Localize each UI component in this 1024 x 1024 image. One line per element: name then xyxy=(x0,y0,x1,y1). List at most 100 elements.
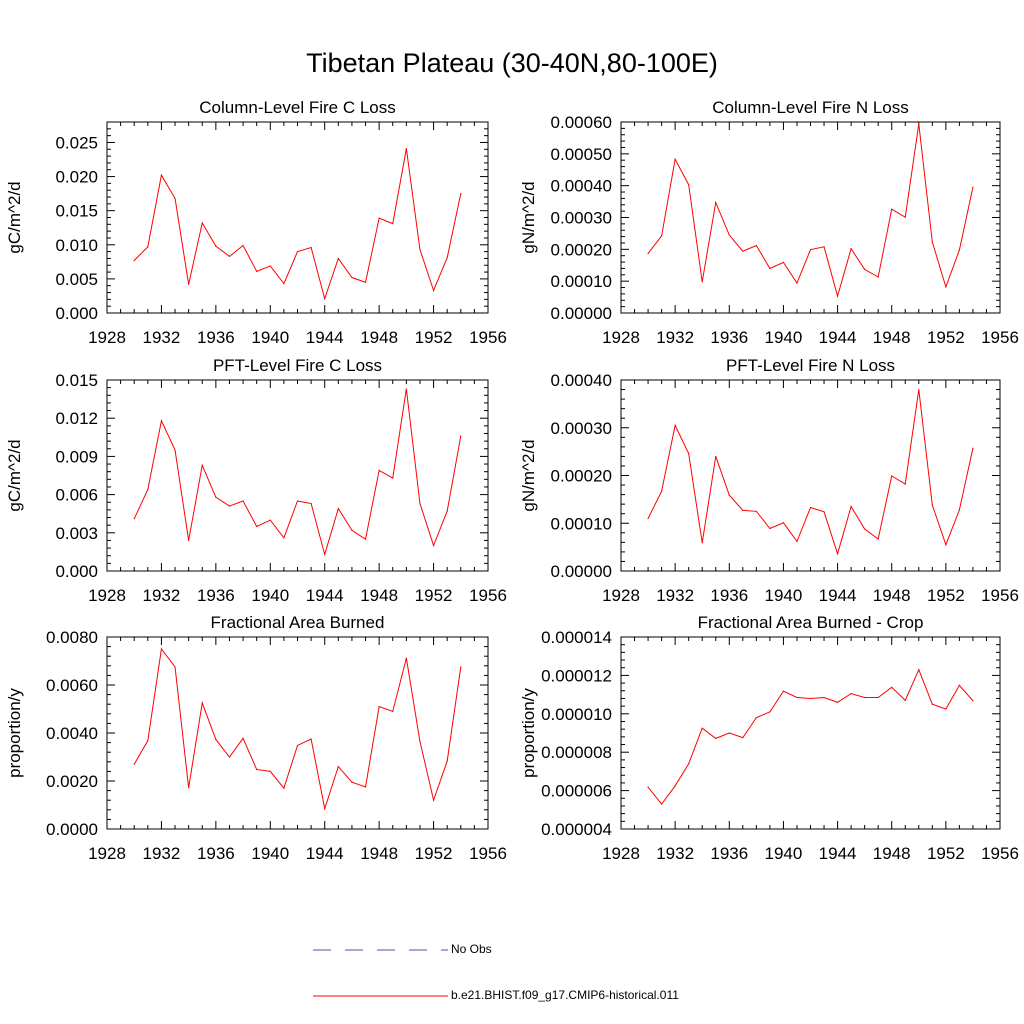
data-point xyxy=(945,708,947,710)
data-point xyxy=(755,244,757,247)
x-tick-label: 1928 xyxy=(602,586,640,605)
data-point xyxy=(432,544,435,547)
data-point xyxy=(904,483,906,485)
data-point xyxy=(809,249,812,251)
data-point xyxy=(931,241,933,243)
series-line xyxy=(133,148,462,301)
y-tick-label: 0.012 xyxy=(55,409,98,428)
x-tick-label: 1936 xyxy=(197,328,235,347)
y-tick-label: 0.0080 xyxy=(46,628,98,647)
data-point xyxy=(160,174,163,176)
x-tick-label: 1952 xyxy=(927,328,965,347)
data-point xyxy=(242,244,244,247)
y-axis-label: gC/m^2/d xyxy=(5,439,24,511)
data-point xyxy=(269,770,271,773)
data-point xyxy=(405,148,407,150)
data-point xyxy=(337,508,339,510)
data-point xyxy=(945,544,947,546)
y-tick-label: 0.009 xyxy=(55,447,98,466)
data-point xyxy=(742,737,744,739)
legend-label-no-obs: No Obs xyxy=(451,942,492,956)
data-point xyxy=(460,435,462,437)
data-point xyxy=(201,702,203,704)
data-point xyxy=(809,697,812,700)
data-point xyxy=(378,217,380,219)
y-tick-label: 0.0060 xyxy=(46,676,98,695)
plot-frame xyxy=(106,379,489,572)
data-point xyxy=(782,261,785,263)
x-tick-label: 1952 xyxy=(927,586,965,605)
data-point xyxy=(904,699,906,701)
data-point xyxy=(419,248,421,251)
data-point xyxy=(728,494,730,496)
data-point xyxy=(877,276,879,278)
data-point xyxy=(269,519,271,521)
y-tick-label: 0.005 xyxy=(55,270,98,289)
data-point xyxy=(782,522,785,524)
data-point xyxy=(958,684,960,686)
data-point xyxy=(188,283,190,285)
x-tick-label: 1952 xyxy=(415,586,453,605)
data-point xyxy=(972,186,974,188)
data-point xyxy=(715,455,717,457)
data-point xyxy=(351,276,353,279)
data-point xyxy=(324,553,326,556)
plot-frame xyxy=(620,121,1001,314)
data-point xyxy=(392,477,394,479)
x-tick-label: 1940 xyxy=(251,328,289,347)
data-point xyxy=(446,760,448,762)
data-point xyxy=(769,527,771,530)
plot-frame xyxy=(620,636,1001,830)
data-point xyxy=(296,500,299,502)
data-point xyxy=(378,469,380,472)
x-tick-label: 1940 xyxy=(765,328,803,347)
data-point xyxy=(701,542,703,544)
data-point xyxy=(796,282,798,284)
y-tick-label: 0.00060 xyxy=(551,113,612,132)
data-point xyxy=(688,184,690,186)
x-tick-label: 1928 xyxy=(88,586,126,605)
data-point xyxy=(769,711,771,713)
y-tick-label: 0.0000 xyxy=(46,820,98,839)
y-tick-label: 0.015 xyxy=(55,371,98,390)
y-tick-label: 0.020 xyxy=(55,168,98,187)
plot-frame xyxy=(620,379,1001,572)
data-point xyxy=(661,490,663,492)
data-point xyxy=(931,703,933,705)
x-tick-label: 1940 xyxy=(765,586,803,605)
series-line xyxy=(647,123,974,298)
data-point xyxy=(419,502,421,505)
data-point xyxy=(647,517,649,520)
x-tick-label: 1932 xyxy=(656,586,694,605)
x-tick-label: 1948 xyxy=(360,844,398,863)
x-tick-label: 1936 xyxy=(710,844,748,863)
x-tick-label: 1948 xyxy=(873,844,911,863)
data-point xyxy=(256,768,258,771)
data-point xyxy=(931,504,933,506)
data-point xyxy=(174,666,176,668)
data-point xyxy=(460,666,462,668)
x-tick-label: 1948 xyxy=(873,586,911,605)
data-point xyxy=(147,246,149,248)
data-point xyxy=(701,281,703,283)
data-point xyxy=(823,511,825,513)
data-point xyxy=(256,270,258,272)
x-tick-label: 1956 xyxy=(981,586,1019,605)
data-point xyxy=(446,257,448,259)
y-tick-label: 0.00010 xyxy=(551,514,612,533)
data-point xyxy=(647,252,649,255)
legend-label-model: b.e21.BHIST.f09_g17.CMIP6-historical.011 xyxy=(451,988,679,1002)
data-point xyxy=(891,208,893,210)
y-tick-label: 0.000012 xyxy=(541,666,612,685)
data-point xyxy=(864,528,866,530)
series-line xyxy=(133,388,462,557)
data-point xyxy=(647,786,649,788)
data-point xyxy=(174,449,176,451)
data-point xyxy=(850,505,852,508)
chart-title: Column-Level Fire N Loss xyxy=(712,98,909,117)
x-tick-label: 1956 xyxy=(469,328,507,347)
data-point xyxy=(715,737,717,739)
data-point xyxy=(242,737,244,739)
data-point xyxy=(674,158,676,160)
